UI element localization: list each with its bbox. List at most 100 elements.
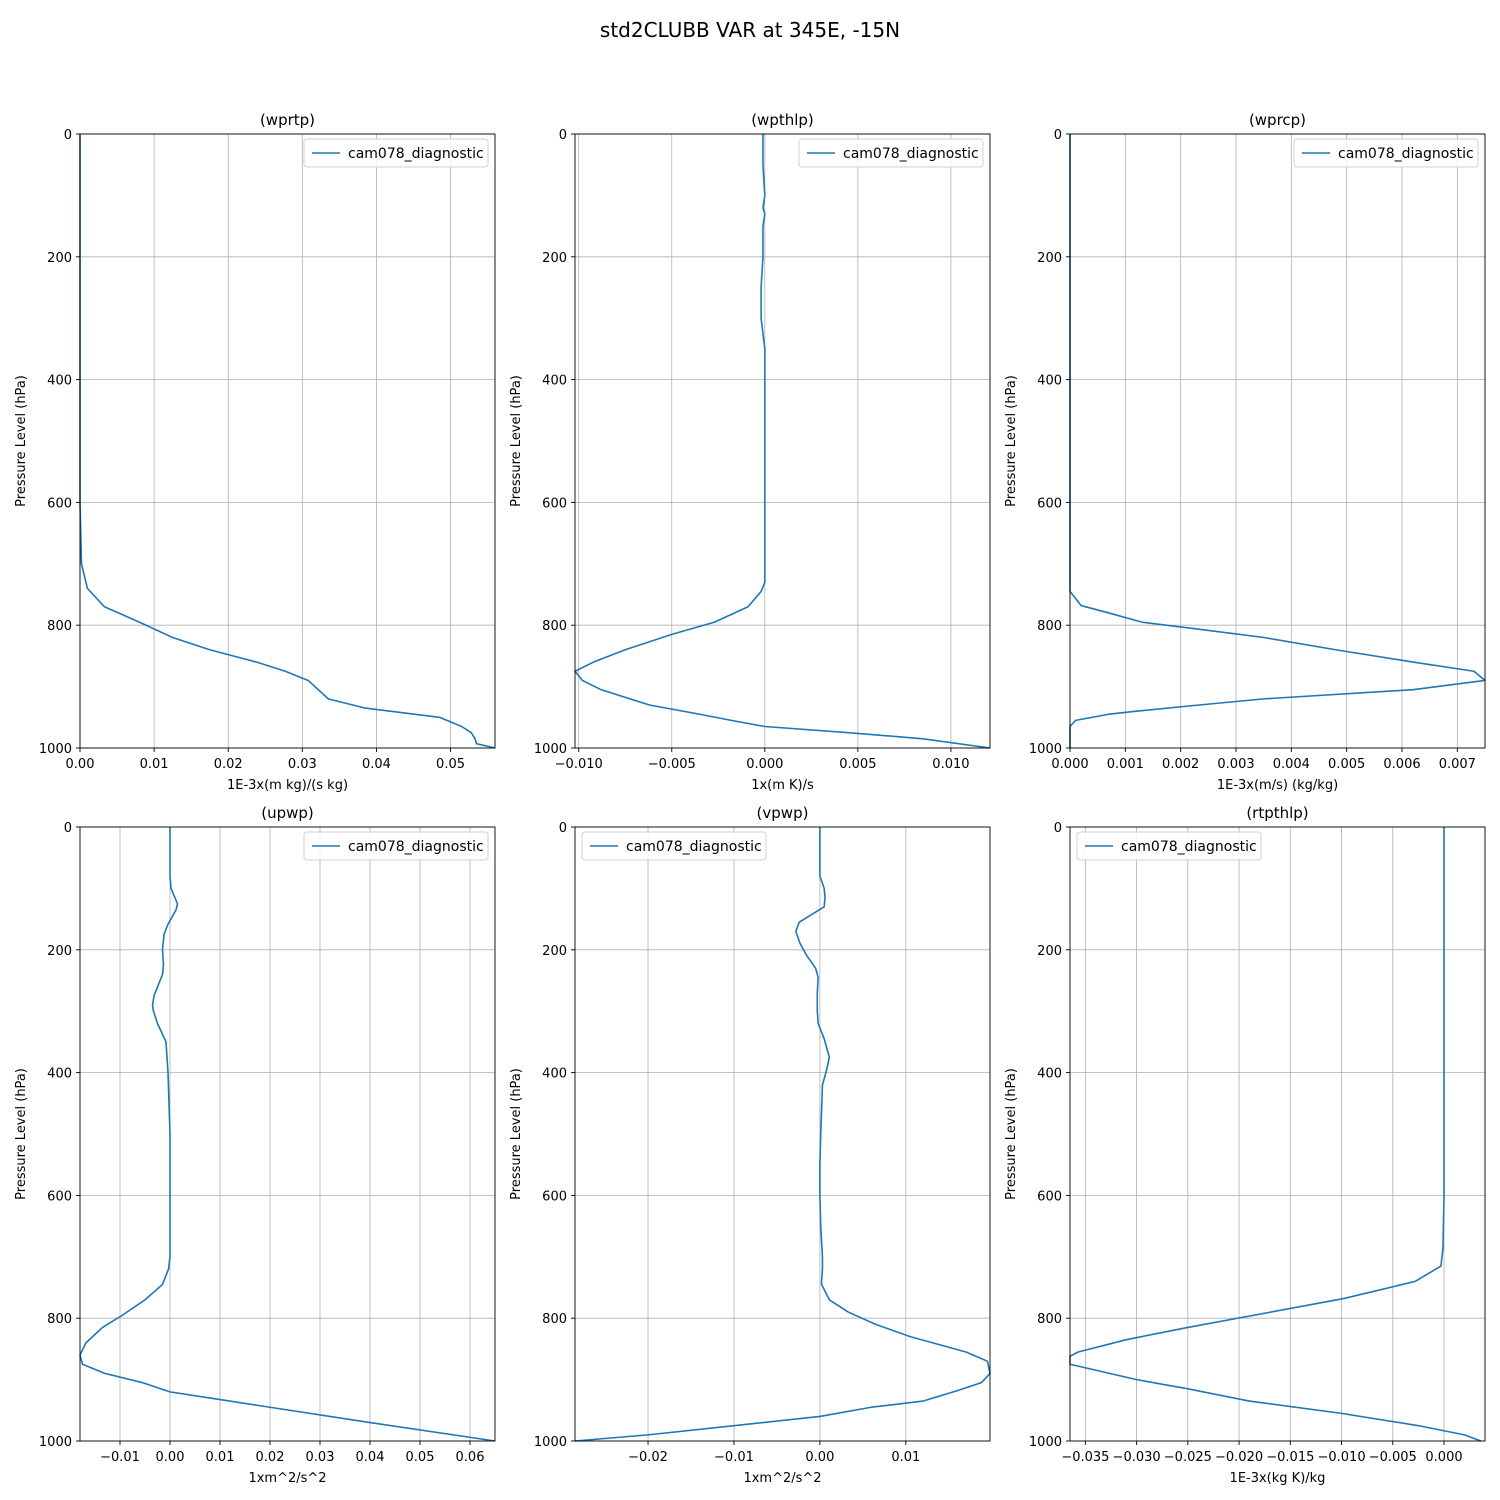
y-tick-label: 400 <box>1037 374 1062 389</box>
series-line <box>574 134 991 749</box>
x-tick-label: 0.001 <box>1107 757 1144 772</box>
subplot-upwp: −0.01 0.00 0.01 0.02 0.03 0.04 0.05 0.06 0 200 400… <box>14 804 496 1486</box>
x-tick-label: 0.005 <box>1328 757 1365 772</box>
x-tick-label: −0.01 <box>714 1450 754 1465</box>
x-axis-label: 1xm^2/s^2 <box>743 1471 821 1486</box>
x-tick-label: 0.003 <box>1217 757 1254 772</box>
subplot-title: (upwp) <box>261 804 314 822</box>
y-tick-label: 400 <box>47 374 72 389</box>
legend-label: cam078_diagnostic <box>1121 839 1257 855</box>
x-tick-label: 0.02 <box>256 1450 285 1465</box>
x-tick-label: 0.03 <box>306 1450 335 1465</box>
legend: cam078_diagnostic <box>303 831 489 861</box>
y-tick-label: 0 <box>64 128 72 143</box>
legend-label: cam078_diagnostic <box>626 839 762 855</box>
y-tick-label: 1000 <box>1029 742 1062 757</box>
x-axis-label: 1E-3x(kg K)/kg <box>1230 1471 1326 1486</box>
x-tick-label: 0.007 <box>1439 757 1476 772</box>
y-tick-label: 0 <box>1054 128 1062 143</box>
axes-frame <box>1069 826 1486 1442</box>
legend-box <box>303 831 489 861</box>
legend-label: cam078_diagnostic <box>348 146 484 162</box>
legend-box <box>1293 138 1479 168</box>
y-tick-label: 600 <box>47 496 72 511</box>
x-tick-label: 0.00 <box>66 757 95 772</box>
x-tick-label: −0.025 <box>1164 1450 1212 1465</box>
x-axis-label: 1xm^2/s^2 <box>248 1471 326 1486</box>
y-tick-label: 1000 <box>39 1435 72 1450</box>
x-tick-label: 0.005 <box>839 757 876 772</box>
y-tick-label: 400 <box>542 374 567 389</box>
legend: cam078_diagnostic <box>1293 138 1479 168</box>
x-tick-label: 0.002 <box>1162 757 1199 772</box>
y-tick-label: 600 <box>542 496 567 511</box>
y-tick-label: 200 <box>542 251 567 266</box>
x-tick-label: 0.006 <box>1383 757 1420 772</box>
x-tick-label: 0.00 <box>805 1450 834 1465</box>
subplot-wprtp: 0.00 0.01 0.02 0.03 0.04 0.05 0 200 400 600 800 100… <box>14 111 496 793</box>
legend-box <box>303 138 489 168</box>
x-tick-label: −0.005 <box>648 757 696 772</box>
axes-frame <box>574 826 991 1442</box>
x-tick-label: −0.015 <box>1266 1450 1314 1465</box>
y-tick-label: 800 <box>1037 1312 1062 1327</box>
x-tick-label: 0.010 <box>932 757 969 772</box>
figure-title: std2CLUBB VAR at 345E, -15N <box>600 18 900 42</box>
axes-frame <box>1069 133 1486 749</box>
y-axis-label: Pressure Level (hPa) <box>1004 1068 1019 1200</box>
y-tick-label: 800 <box>542 619 567 634</box>
x-tick-label: 0.06 <box>456 1450 485 1465</box>
y-tick-label: 600 <box>1037 1189 1062 1204</box>
legend-label: cam078_diagnostic <box>348 839 484 855</box>
subplot-rtpthlp: −0.035 −0.030 −0.025 −0.020 −0.015 −0.010 −0.0… <box>1004 804 1486 1486</box>
y-tick-label: 600 <box>1037 496 1062 511</box>
x-tick-label: 0.05 <box>436 757 465 772</box>
y-tick-label: 400 <box>542 1067 567 1082</box>
x-tick-label: 0.05 <box>406 1450 435 1465</box>
x-tick-label: −0.01 <box>100 1450 140 1465</box>
subplot-title: (wprtp) <box>260 111 315 129</box>
subplot-title: (vpwp) <box>757 804 809 822</box>
x-tick-label: −0.010 <box>555 757 603 772</box>
x-tick-label: −0.005 <box>1369 1450 1417 1465</box>
axes-frame <box>79 133 496 749</box>
y-tick-label: 1000 <box>534 742 567 757</box>
subplot-title: (rtpthlp) <box>1246 804 1308 822</box>
y-tick-label: 800 <box>1037 619 1062 634</box>
y-tick-label: 200 <box>47 944 72 959</box>
x-tick-label: −0.010 <box>1317 1450 1365 1465</box>
legend-box <box>798 138 984 168</box>
y-tick-label: 800 <box>47 619 72 634</box>
series-line <box>1069 827 1482 1442</box>
subplot-title: (wprcp) <box>1249 111 1306 129</box>
y-tick-label: 400 <box>1037 1067 1062 1082</box>
x-tick-label: 0.02 <box>214 757 243 772</box>
x-tick-label: −0.02 <box>628 1450 668 1465</box>
x-tick-label: 0.01 <box>891 1450 920 1465</box>
y-tick-label: 0 <box>559 128 567 143</box>
y-tick-label: 0 <box>559 821 567 836</box>
y-tick-label: 800 <box>47 1312 72 1327</box>
y-tick-label: 200 <box>1037 944 1062 959</box>
x-tick-label: 0.000 <box>746 757 783 772</box>
x-axis-label: 1E-3x(m/s) (kg/kg) <box>1217 778 1338 793</box>
x-tick-label: 0.000 <box>1425 1450 1462 1465</box>
x-tick-label: 0.03 <box>288 757 317 772</box>
series-line <box>79 827 496 1442</box>
x-axis-label: 1x(m K)/s <box>751 778 814 793</box>
y-tick-label: 1000 <box>534 1435 567 1450</box>
subplot-wprcp: 0.000 0.001 0.002 0.003 0.004 0.005 0.006 0.007… <box>1004 111 1486 793</box>
x-tick-label: 0.04 <box>356 1450 385 1465</box>
y-tick-label: 200 <box>542 944 567 959</box>
y-tick-label: 600 <box>542 1189 567 1204</box>
y-axis-label: Pressure Level (hPa) <box>1004 375 1019 507</box>
y-axis-label: Pressure Level (hPa) <box>14 375 29 507</box>
y-tick-label: 200 <box>47 251 72 266</box>
y-tick-label: 800 <box>542 1312 567 1327</box>
legend-box <box>581 831 767 861</box>
legend: cam078_diagnostic <box>303 138 489 168</box>
x-tick-label: 0.04 <box>362 757 391 772</box>
legend-label: cam078_diagnostic <box>843 146 979 162</box>
